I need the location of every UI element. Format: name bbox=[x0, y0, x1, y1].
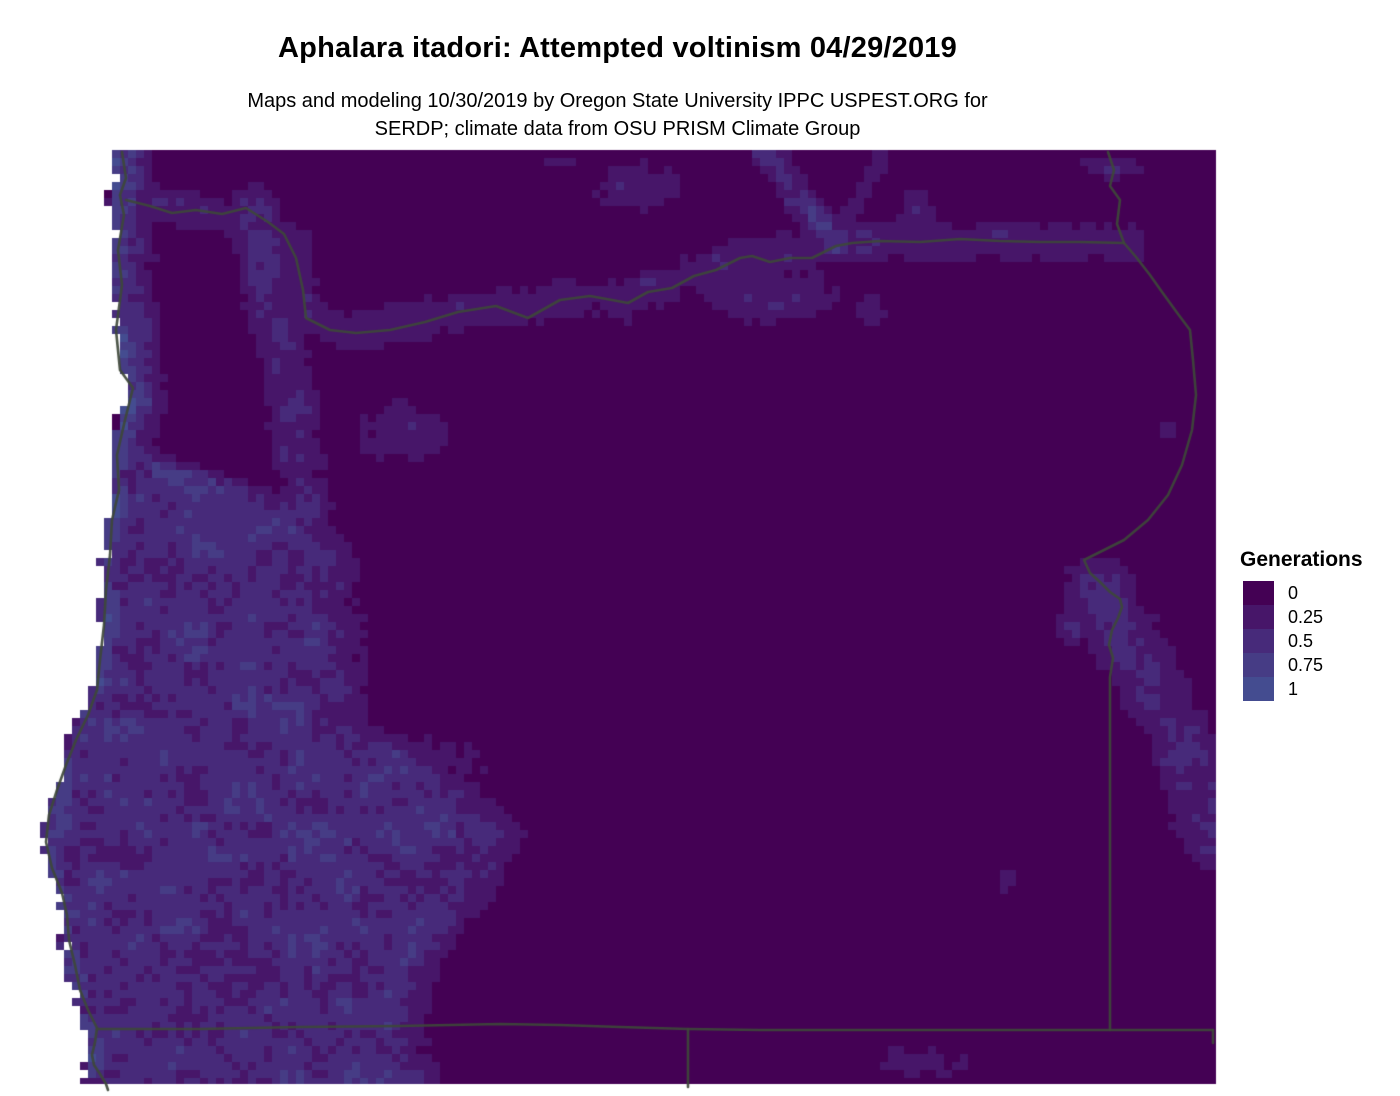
plot-subtitle-line1: Maps and modeling 10/30/2019 by Oregon S… bbox=[247, 90, 988, 112]
legend-swatch bbox=[1243, 677, 1274, 701]
legend-swatch bbox=[1243, 605, 1274, 629]
legend-label: 1 bbox=[1288, 678, 1299, 699]
legend-title: Generations bbox=[1240, 548, 1363, 571]
plot-header: Aphalara itadori: Attempted voltinism 04… bbox=[0, 0, 1235, 143]
legend-label: 0.75 bbox=[1288, 654, 1324, 675]
legend-label: 0.5 bbox=[1288, 630, 1314, 651]
plot-subtitle-line2: SERDP; climate data from OSU PRISM Clima… bbox=[374, 118, 861, 140]
plot-title: Aphalara itadori: Attempted voltinism 04… bbox=[278, 32, 957, 64]
legend-entry: 0.25 bbox=[1243, 605, 1363, 629]
legend-colorbar: 0 0.25 0.5 0.75 1 bbox=[1243, 581, 1363, 701]
legend-label: 0.25 bbox=[1288, 606, 1324, 627]
legend-entry: 0 bbox=[1243, 581, 1363, 605]
legend-label: 0 bbox=[1288, 582, 1299, 603]
generations-legend: Generations 0 0.25 0.5 0.75 1 bbox=[1240, 548, 1363, 701]
legend-swatch bbox=[1243, 653, 1274, 677]
legend-entry: 1 bbox=[1243, 677, 1363, 701]
legend-swatch bbox=[1243, 581, 1274, 605]
plot-subtitle: Maps and modeling 10/30/2019 by Oregon S… bbox=[0, 87, 1235, 143]
legend-entry: 0.75 bbox=[1243, 653, 1363, 677]
legend-swatch bbox=[1243, 629, 1274, 653]
legend-entry: 0.5 bbox=[1243, 629, 1363, 653]
